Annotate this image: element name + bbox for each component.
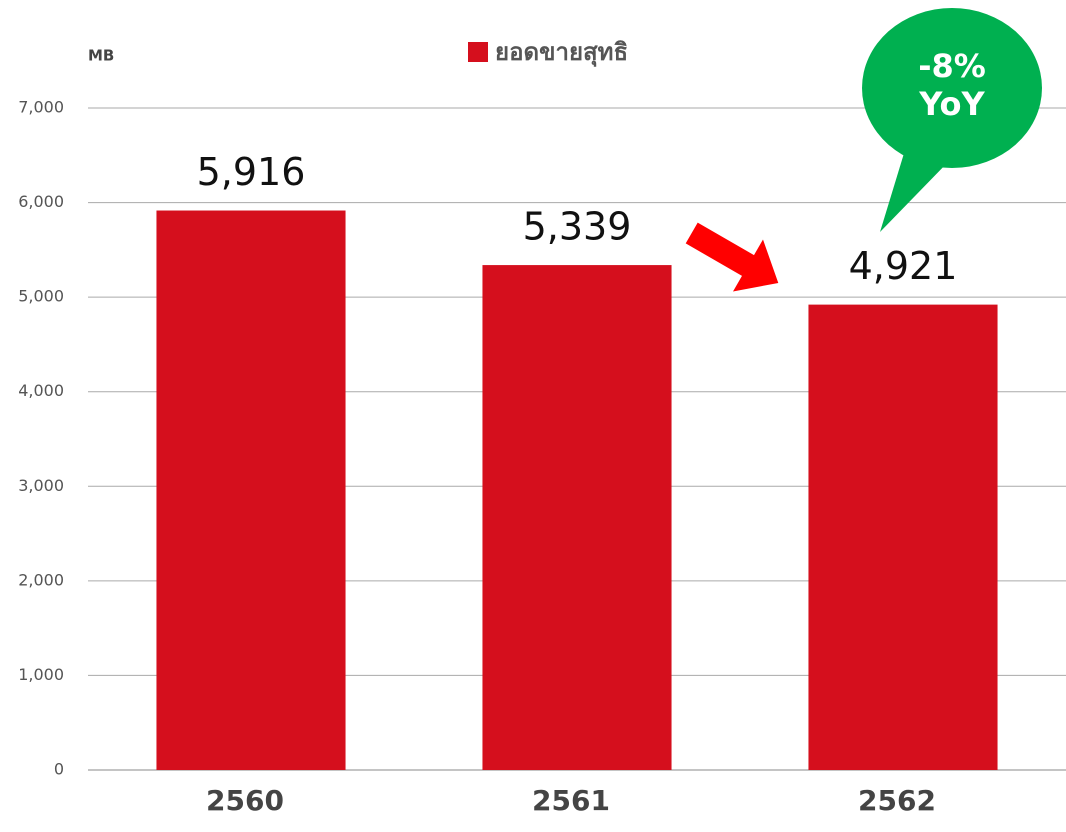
data-label: 4,921 xyxy=(849,244,958,288)
callout-text: YoY xyxy=(918,85,985,123)
y-tick-label: 1,000 xyxy=(18,665,64,684)
y-tick-label: 4,000 xyxy=(18,381,64,400)
y-tick-label: 3,000 xyxy=(18,476,64,495)
y-tick-label: 6,000 xyxy=(18,192,64,211)
bar xyxy=(156,210,346,770)
x-tick-label: 2562 xyxy=(858,784,936,817)
legend-swatch xyxy=(468,42,488,62)
data-label: 5,339 xyxy=(523,205,632,249)
data-label: 5,916 xyxy=(197,150,306,194)
y-tick-label: 7,000 xyxy=(18,98,64,117)
y-axis-label: MB xyxy=(88,47,114,65)
y-tick-label: 5,000 xyxy=(18,287,64,306)
legend-label: ยอดขายสุทธิ xyxy=(495,38,628,68)
plot: 0 1,000 2,000 3,000 4,000 5,000 6,000 7,000 5,91… xyxy=(18,98,1066,817)
x-tick-label: 2561 xyxy=(532,784,610,817)
trend-arrow xyxy=(685,222,779,292)
callout-text: -8% xyxy=(918,47,986,85)
callout-bubble xyxy=(862,8,1042,168)
y-tick-label: 0 xyxy=(54,760,64,779)
bar xyxy=(482,265,672,770)
x-tick-label: 2560 xyxy=(206,784,284,817)
y-tick-label: 2,000 xyxy=(18,570,64,589)
bar xyxy=(808,304,998,770)
callout-tail xyxy=(880,150,950,232)
callout: -8% YoY xyxy=(862,8,1042,232)
